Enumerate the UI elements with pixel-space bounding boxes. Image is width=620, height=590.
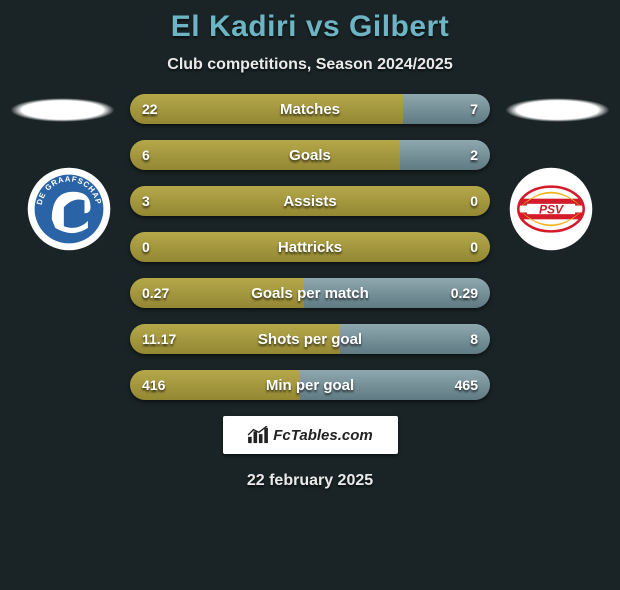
date-label: 22 february 2025 <box>0 472 620 490</box>
club-badge-right: PSV <box>506 164 596 254</box>
stat-bar-right-segment <box>340 324 490 354</box>
stat-bar-bg <box>130 94 490 124</box>
brand-text: FcTables.com <box>273 427 372 444</box>
subtitle: Club competitions, Season 2024/2025 <box>0 56 620 74</box>
bar-chart-icon <box>247 426 269 444</box>
stat-bar-right-segment <box>400 140 490 170</box>
stat-row: 227Matches <box>130 94 490 124</box>
stat-bar-bg <box>130 140 490 170</box>
stat-row: 0.270.29Goals per match <box>130 278 490 308</box>
stat-bar-bg <box>130 232 490 262</box>
stat-row: 00Hattricks <box>130 232 490 262</box>
stat-bar-left-segment <box>130 140 400 170</box>
stat-row: 62Goals <box>130 140 490 170</box>
club-badge-left: DE GRAAFSCHAP <box>24 164 114 254</box>
stat-bar-left-segment <box>130 186 490 216</box>
stat-bar-left-segment <box>130 232 490 262</box>
stat-bar-bg <box>130 324 490 354</box>
psv-badge-icon: PSV <box>508 166 594 252</box>
shadow-ellipse-left <box>10 98 115 122</box>
stat-bar-left-segment <box>130 370 300 400</box>
brand-box[interactable]: FcTables.com <box>223 416 398 454</box>
page-title: El Kadiri vs Gilbert <box>0 10 620 44</box>
stat-bar-bg <box>130 186 490 216</box>
stat-bar-right-segment <box>403 94 490 124</box>
svg-text:PSV: PSV <box>539 202 564 216</box>
shadow-ellipse-right <box>505 98 610 122</box>
de-graafschap-badge-icon: DE GRAAFSCHAP <box>26 166 112 252</box>
stat-row: 416465Min per goal <box>130 370 490 400</box>
stat-bar-right-segment <box>304 278 490 308</box>
stat-bar-bg <box>130 278 490 308</box>
stat-row: 11.178Shots per goal <box>130 324 490 354</box>
stat-bars-container: 227Matches 62Goals 30Assists 00Hattricks 0.2… <box>130 94 490 400</box>
stat-row: 30Assists <box>130 186 490 216</box>
stat-bar-right-segment <box>300 370 490 400</box>
comparison-arena: DE GRAAFSCHAP PSV 227Matches 62Goals 30Ass… <box>0 94 620 400</box>
stat-bar-left-segment <box>130 278 304 308</box>
stat-bar-left-segment <box>130 324 340 354</box>
stat-bar-left-segment <box>130 94 403 124</box>
stat-bar-bg <box>130 370 490 400</box>
